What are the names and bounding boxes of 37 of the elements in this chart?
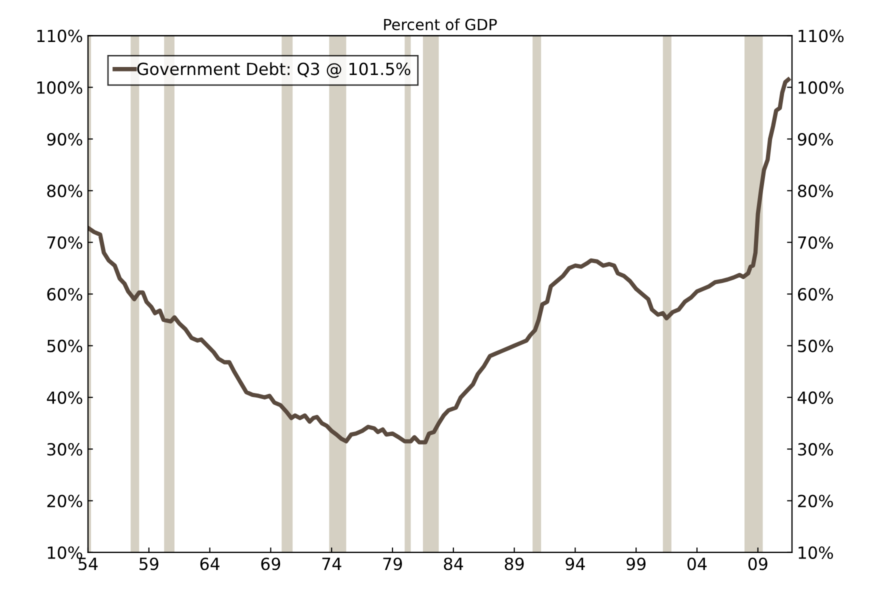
y2-tick-label: 80% — [798, 184, 833, 198]
x-tick-label: 94 — [566, 558, 585, 570]
x-tick-label: 79 — [383, 558, 402, 570]
y2-tick-label: 100% — [798, 81, 844, 94]
y-tick-label: 10% — [48, 546, 82, 559]
y-tick-label: 90% — [47, 132, 82, 146]
y-tick-label: 50% — [47, 340, 82, 352]
x-tick-label: 04 — [687, 558, 707, 570]
x-tick-label: 64 — [200, 558, 220, 570]
y2-tick-label: 40% — [798, 391, 833, 404]
line-series — [88, 77, 790, 444]
x-tick-label: 69 — [261, 558, 280, 570]
x-tick-label: 74 — [322, 558, 342, 570]
y-tick-label: 110% — [37, 30, 82, 42]
y-tick-label: 100% — [37, 81, 82, 94]
x-tick-label: 89 — [504, 558, 524, 570]
x-tick-label: 09 — [748, 558, 768, 570]
y2-tick-label: 110% — [798, 30, 844, 42]
legend-label: Government Debt: Q3 @ 101.5% — [137, 62, 410, 78]
y2-tick-label: 20% — [798, 494, 833, 508]
y2-tick-label: 50% — [798, 340, 833, 352]
y2-tick-label: 90% — [798, 132, 833, 146]
y-tick-label: 70% — [47, 236, 82, 249]
y2-tick-label: 60% — [798, 288, 833, 301]
y2-tick-label: 70% — [798, 236, 833, 249]
y-tick-label: 30% — [47, 443, 82, 456]
x-tick-label: 59 — [140, 558, 158, 570]
chart-title: Percent of GDP — [384, 18, 497, 30]
x-tick-label: 84 — [444, 558, 464, 570]
y2-tick-label: 30% — [798, 443, 833, 456]
y-tick-label: 60% — [47, 288, 82, 301]
y-tick-label: 20% — [47, 494, 82, 508]
x-tick-label: 99 — [626, 558, 646, 570]
y-tick-label: 40% — [46, 391, 82, 404]
y2-tick-label: 10% — [798, 546, 833, 559]
x-tick-label: 54 — [78, 558, 98, 570]
y-tick-label: 80% — [47, 184, 82, 198]
